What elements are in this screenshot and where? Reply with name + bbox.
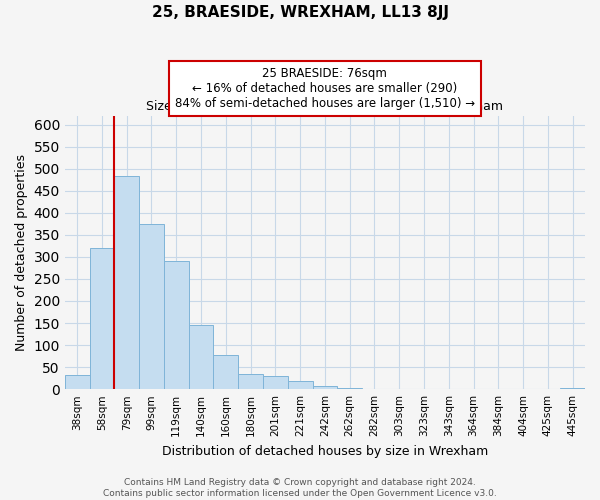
Bar (337, 388, 362, 389)
Bar (188, 325, 214, 389)
Bar (65, 374, 89, 389)
Y-axis label: Number of detached properties: Number of detached properties (15, 154, 28, 351)
Bar (263, 376, 288, 389)
Text: 25, BRAESIDE, WREXHAM, LL13 8JJ: 25, BRAESIDE, WREXHAM, LL13 8JJ (151, 5, 449, 20)
Title: Size of property relative to detached houses in Wrexham: Size of property relative to detached ho… (146, 100, 503, 113)
Bar (115, 176, 139, 389)
Bar (89, 248, 115, 389)
Bar (164, 262, 188, 389)
Bar (214, 355, 238, 389)
Bar (313, 386, 337, 389)
Bar (238, 374, 263, 389)
Text: Contains HM Land Registry data © Crown copyright and database right 2024.
Contai: Contains HM Land Registry data © Crown c… (103, 478, 497, 498)
Text: 25 BRAESIDE: 76sqm
← 16% of detached houses are smaller (290)
84% of semi-detach: 25 BRAESIDE: 76sqm ← 16% of detached hou… (175, 67, 475, 110)
Bar (288, 381, 313, 389)
Bar (560, 388, 585, 389)
Bar (139, 224, 164, 389)
X-axis label: Distribution of detached houses by size in Wrexham: Distribution of detached houses by size … (162, 444, 488, 458)
